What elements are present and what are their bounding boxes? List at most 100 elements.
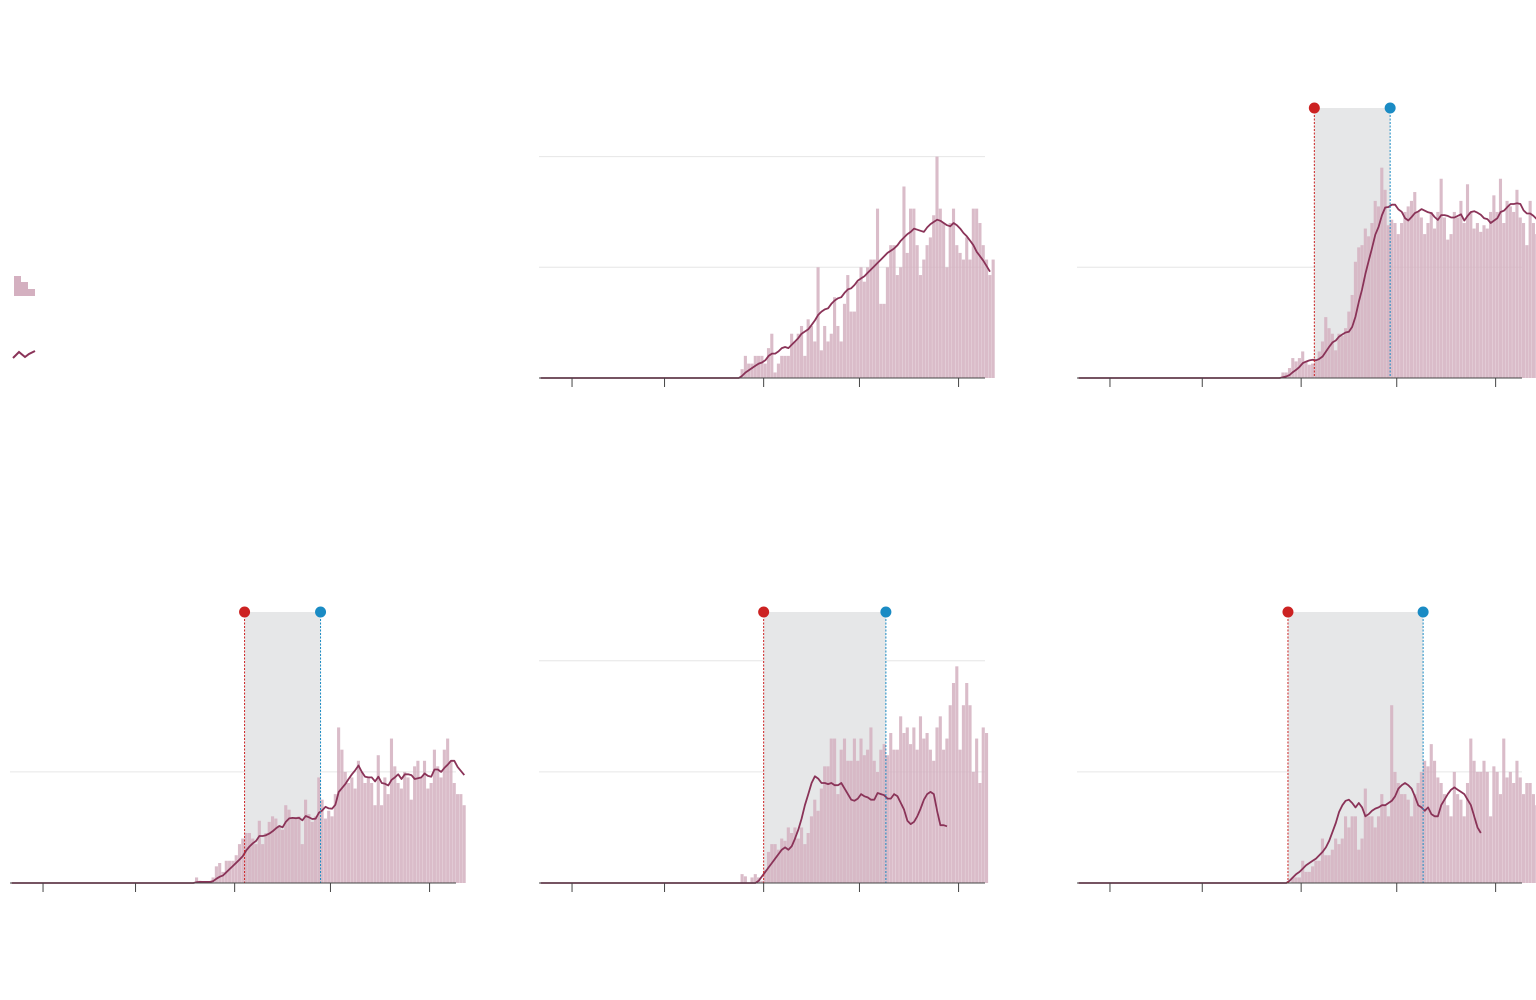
daily-bar bbox=[1320, 341, 1325, 378]
daily-bar bbox=[1396, 234, 1400, 378]
daily-bar bbox=[849, 311, 853, 378]
daily-bar bbox=[869, 727, 873, 883]
daily-bar bbox=[912, 727, 916, 883]
daily-bar bbox=[1301, 860, 1305, 883]
daily-bar bbox=[922, 259, 926, 378]
daily-bar bbox=[1353, 816, 1357, 883]
daily-bar bbox=[1502, 738, 1506, 883]
daily-bar bbox=[776, 363, 780, 378]
daily-bar bbox=[1423, 234, 1427, 378]
daily-bar bbox=[866, 267, 870, 378]
daily-bar bbox=[1317, 351, 1321, 378]
daily-bar bbox=[313, 816, 318, 883]
daily-bar bbox=[380, 805, 384, 883]
daily-bar bbox=[1439, 783, 1443, 883]
daily-bar bbox=[300, 844, 304, 883]
daily-bar bbox=[945, 738, 949, 883]
daily-bar bbox=[1327, 855, 1331, 883]
daily-bar bbox=[1304, 871, 1308, 883]
chart-panel-top-middle bbox=[539, 156, 995, 387]
daily-bar bbox=[1347, 311, 1351, 378]
daily-bar bbox=[1449, 234, 1453, 378]
daily-bar bbox=[902, 186, 906, 378]
daily-bar bbox=[1528, 783, 1532, 883]
daily-bar bbox=[1383, 805, 1387, 883]
daily-bar bbox=[264, 833, 268, 883]
daily-bar bbox=[1390, 219, 1394, 378]
daily-bar bbox=[816, 267, 820, 378]
daily-bar bbox=[985, 733, 989, 883]
daily-bar bbox=[885, 755, 889, 883]
daily-bar bbox=[869, 259, 873, 378]
daily-bar bbox=[948, 705, 952, 883]
daily-bar bbox=[942, 749, 946, 883]
daily-bar bbox=[406, 777, 410, 883]
daily-bar bbox=[790, 833, 794, 883]
daily-bar bbox=[842, 303, 847, 378]
daily-bar bbox=[819, 350, 823, 378]
daily-bar bbox=[1376, 206, 1381, 378]
daily-bar bbox=[819, 788, 823, 883]
daily-bar bbox=[1393, 771, 1397, 883]
daily-bar bbox=[961, 259, 965, 378]
daily-bar bbox=[839, 749, 843, 883]
daily-bar bbox=[327, 810, 331, 883]
daily-bar bbox=[885, 267, 889, 378]
daily-bar bbox=[1515, 189, 1519, 378]
daily-bar bbox=[780, 355, 784, 378]
daily-bar bbox=[965, 237, 969, 378]
daily-bar bbox=[459, 794, 463, 883]
daily-bar bbox=[981, 727, 985, 883]
daily-bar bbox=[343, 771, 347, 883]
daily-bar bbox=[1508, 206, 1512, 378]
daily-bar bbox=[1344, 328, 1348, 378]
daily-bar bbox=[244, 833, 248, 883]
daily-bar bbox=[1502, 223, 1506, 378]
daily-bar bbox=[274, 818, 278, 883]
daily-bar bbox=[366, 777, 370, 883]
daily-bar bbox=[1386, 816, 1390, 883]
daily-bar bbox=[1442, 217, 1446, 378]
daily-bar bbox=[1439, 178, 1443, 378]
rolling-average-line-icon bbox=[12, 350, 36, 359]
daily-bar bbox=[1498, 794, 1503, 883]
daily-bar bbox=[1406, 799, 1410, 883]
daily-bar bbox=[1370, 223, 1374, 378]
daily-bar bbox=[945, 267, 949, 378]
daily-bar bbox=[1495, 211, 1499, 378]
daily-bar bbox=[1409, 816, 1414, 883]
daily-bar bbox=[773, 844, 777, 883]
daily-bar bbox=[928, 237, 932, 378]
daily-bar bbox=[1409, 200, 1414, 378]
daily-bar bbox=[446, 738, 450, 883]
daily-bar bbox=[852, 311, 856, 378]
daily-bar bbox=[1479, 771, 1483, 883]
daily-bar bbox=[310, 821, 314, 883]
daily-bar bbox=[1307, 364, 1311, 378]
daily-bar bbox=[1287, 368, 1292, 378]
daily-bar bbox=[899, 267, 903, 378]
daily-bar bbox=[905, 252, 909, 378]
daily-bar bbox=[1525, 245, 1529, 378]
daily-bar bbox=[1433, 760, 1437, 883]
daily-bar bbox=[826, 766, 830, 883]
daily-bar bbox=[799, 827, 804, 883]
daily-bar bbox=[895, 749, 899, 883]
daily-bars-icon bbox=[14, 276, 35, 296]
daily-bar bbox=[965, 683, 969, 883]
daily-bar bbox=[1452, 771, 1456, 883]
daily-bar bbox=[1512, 783, 1516, 883]
daily-bar bbox=[836, 794, 840, 883]
daily-bar bbox=[760, 355, 764, 378]
daily-bar bbox=[942, 223, 946, 378]
daily-bar bbox=[826, 341, 830, 378]
daily-bar bbox=[1531, 223, 1535, 378]
daily-bar bbox=[833, 297, 837, 378]
daily-bar bbox=[958, 252, 962, 378]
daily-bar bbox=[1307, 871, 1311, 883]
daily-bar bbox=[892, 245, 896, 378]
daily-bar bbox=[836, 325, 840, 378]
daily-bar bbox=[909, 208, 913, 378]
daily-bar bbox=[1446, 239, 1450, 378]
daily-bar bbox=[396, 783, 400, 883]
